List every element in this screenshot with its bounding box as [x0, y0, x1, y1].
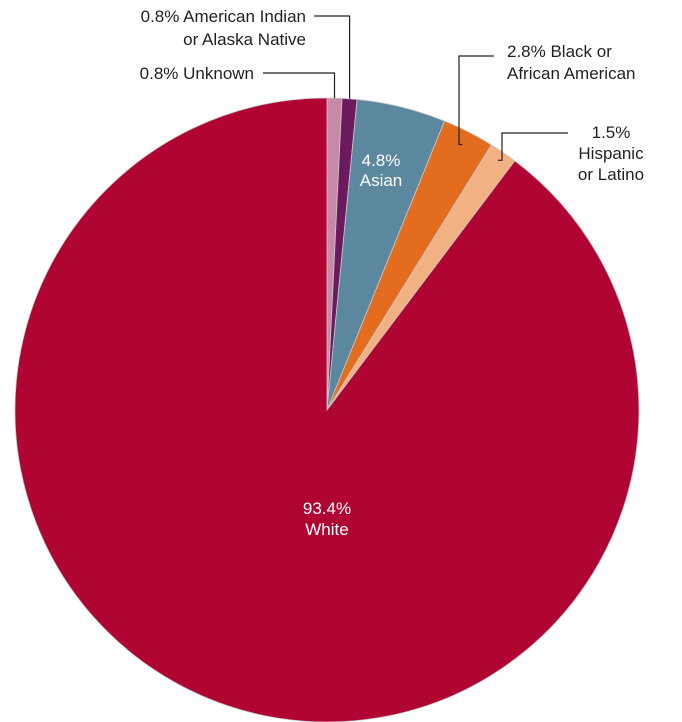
- leader-line-american-indian-or-alaska-native: [314, 15, 351, 99]
- slice-label-line: 93.4%: [303, 499, 351, 518]
- leader-line-unknown: [263, 72, 336, 99]
- slice-label-white: 93.4% White: [303, 499, 351, 539]
- pie-slices: [14, 97, 640, 722]
- slice-label-american-indian-or-alaska-native: 0.8% American Indian or Alaska Native: [141, 7, 306, 49]
- slice-label-line: 4.8%: [362, 151, 401, 170]
- slice-label-black-or-african-american: 2.8% Black or African American: [507, 42, 636, 83]
- slice-label-asian: 4.8% Asian: [360, 151, 403, 190]
- slice-label-line: Hispanic: [578, 144, 644, 163]
- slice-label-line: Asian: [360, 171, 403, 190]
- slice-label-line: 1.5%: [592, 123, 631, 142]
- slice-labels: 0.8% Unknown 0.8% American Indian or Alask…: [140, 7, 644, 539]
- leader-line-black-or-african-american: [458, 55, 494, 146]
- leader-lines: [263, 15, 568, 161]
- pie-slice-white: [14, 97, 640, 722]
- slice-label-line: 0.8% Unknown: [140, 64, 254, 83]
- slice-label-line: White: [305, 520, 348, 539]
- slice-label-line: or Alaska Native: [183, 30, 306, 49]
- slice-label-unknown: 0.8% Unknown: [140, 64, 254, 83]
- slice-label-line: or Latino: [578, 165, 644, 184]
- slice-label-hispanic-or-latino: 1.5% Hispanic or Latino: [578, 123, 644, 184]
- slice-label-line: 0.8% American Indian: [141, 7, 306, 26]
- slice-label-line: African American: [507, 64, 636, 83]
- slice-label-line: 2.8% Black or: [507, 42, 612, 61]
- leader-line-hispanic-or-latino: [498, 132, 568, 161]
